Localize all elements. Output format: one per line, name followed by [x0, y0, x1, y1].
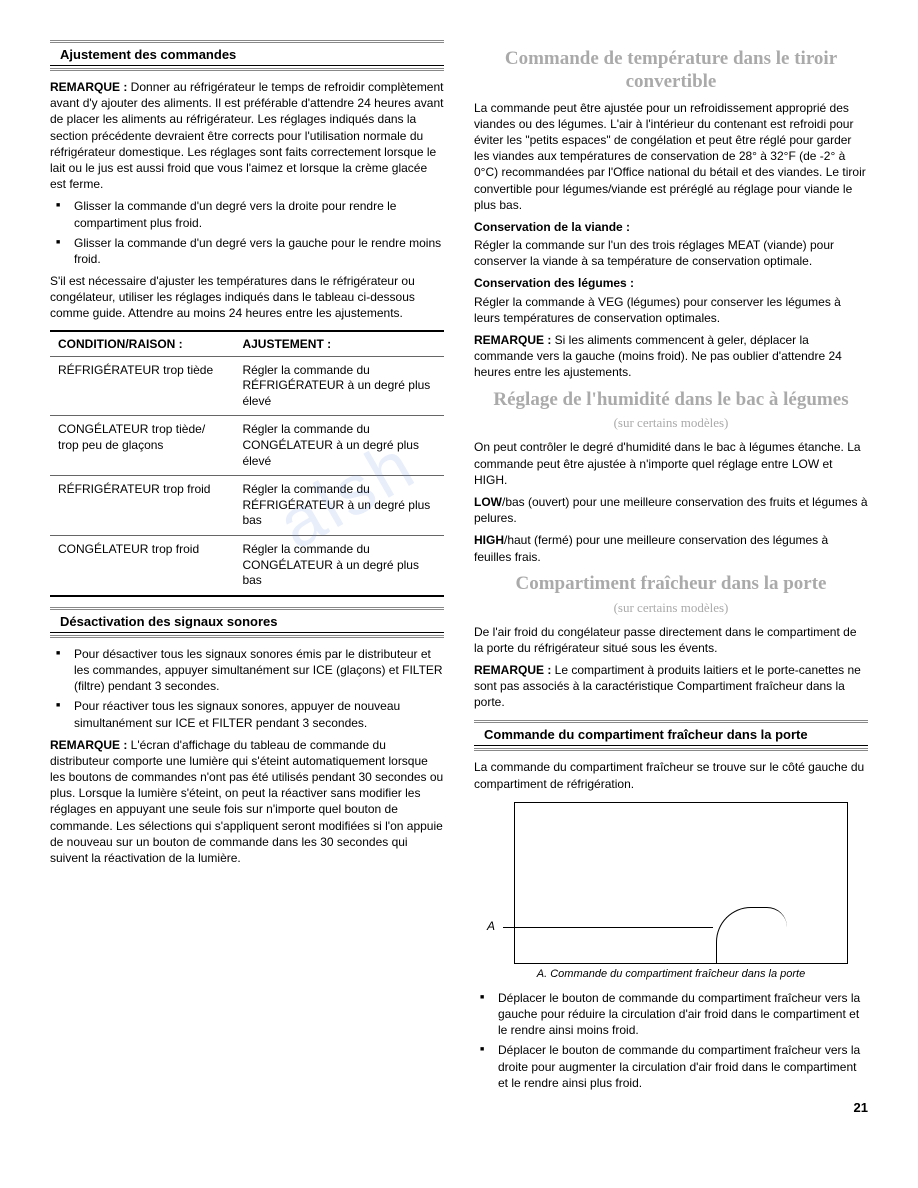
high-label: HIGH [474, 533, 504, 547]
sub-heading-meat: Conservation de la viande : [474, 219, 868, 235]
paragraph: La commande peut être ajustée pour un re… [474, 100, 868, 213]
big-heading-freshness: Compartiment fraîcheur dans la porte [474, 573, 868, 596]
remark-label: REMARQUE : [50, 738, 127, 752]
list-item: Pour réactiver tous les signaux sonores,… [50, 698, 444, 730]
paragraph-text: /bas (ouvert) pour une meilleure conserv… [474, 495, 868, 525]
low-label: LOW [474, 495, 502, 509]
page-number: 21 [854, 1100, 868, 1115]
section-heading-wrapper: Désactivation des signaux sonores [50, 607, 444, 638]
paragraph: LOW/bas (ouvert) pour une meilleure cons… [474, 494, 868, 526]
section-heading-wrapper: Commande du compartiment fraîcheur dans … [474, 720, 868, 751]
table-cell: Régler la commande du RÉFRIGÉRATEUR à un… [234, 476, 444, 536]
table-row: RÉFRIGÉRATEUR trop tiède Régler la comma… [50, 356, 444, 416]
table-header: AJUSTEMENT : [234, 331, 444, 357]
table-header: CONDITION/RAISON : [50, 331, 234, 357]
section-heading-wrapper: Ajustement des commandes [50, 40, 444, 71]
list-item: Glisser la commande d'un degré vers la d… [50, 198, 444, 230]
heading-sound-disable: Désactivation des signaux sonores [50, 612, 444, 633]
table-cell: Régler la commande du RÉFRIGÉRATEUR à un… [234, 356, 444, 416]
heading-door-control: Commande du compartiment fraîcheur dans … [474, 725, 868, 746]
right-column: Commande de température dans le tiroir c… [474, 40, 868, 1095]
list-item: Glisser la commande d'un degré vers la g… [50, 235, 444, 267]
paragraph: Régler la commande sur l'un des trois ré… [474, 237, 868, 269]
big-heading-temperature: Commande de température dans le tiroir c… [474, 48, 868, 94]
table-cell: RÉFRIGÉRATEUR trop froid [50, 476, 234, 536]
bullet-list: Pour désactiver tous les signaux sonores… [50, 646, 444, 731]
figure-caption: A. Commande du compartiment fraîcheur da… [474, 968, 868, 980]
bullet-list: Glisser la commande d'un degré vers la d… [50, 198, 444, 267]
heading-adjustments: Ajustement des commandes [50, 45, 444, 66]
table-row: RÉFRIGÉRATEUR trop froid Régler la comma… [50, 476, 444, 536]
big-heading-humidity: Réglage de l'humidité dans le bac à légu… [474, 389, 868, 412]
paragraph: REMARQUE : L'écran d'affichage du tablea… [50, 737, 444, 867]
table-cell: RÉFRIGÉRATEUR trop tiède [50, 356, 234, 416]
sub-heading-models: (sur certains modèles) [474, 600, 868, 616]
table-row: CONGÉLATEUR trop tiède/ trop peu de glaç… [50, 416, 444, 476]
remark-label: REMARQUE : [474, 663, 551, 677]
bullet-list: Déplacer le bouton de commande du compar… [474, 990, 868, 1091]
list-item: Pour désactiver tous les signaux sonores… [50, 646, 444, 695]
table-cell: Régler la commande du CONGÉLATEUR à un d… [234, 535, 444, 595]
sub-heading-vegetables: Conservation des légumes : [474, 275, 868, 291]
adjustment-table: CONDITION/RAISON : AJUSTEMENT : RÉFRIGÉR… [50, 330, 444, 597]
table-cell: CONGÉLATEUR trop tiède/ trop peu de glaç… [50, 416, 234, 476]
paragraph-text: L'écran d'affichage du tableau de comman… [50, 738, 443, 865]
paragraph: S'il est nécessaire d'ajuster les tempér… [50, 273, 444, 322]
list-item: Déplacer le bouton de commande du compar… [474, 990, 868, 1039]
table-cell: CONGÉLATEUR trop froid [50, 535, 234, 595]
table-row: CONGÉLATEUR trop froid Régler la command… [50, 535, 444, 595]
list-item: Déplacer le bouton de commande du compar… [474, 1042, 868, 1091]
sub-heading-models: (sur certains modèles) [474, 415, 868, 431]
paragraph: De l'air froid du congélateur passe dire… [474, 624, 868, 656]
figure-door-control: A [514, 802, 848, 964]
left-column: Ajustement des commandes REMARQUE : Donn… [50, 40, 444, 1095]
paragraph: HIGH/haut (fermé) pour une meilleure con… [474, 532, 868, 564]
remark-label: REMARQUE : [50, 80, 127, 94]
remark-label: REMARQUE : [474, 333, 551, 347]
figure-label-a: A [487, 919, 495, 933]
paragraph: REMARQUE : Le compartiment à produits la… [474, 662, 868, 711]
two-column-layout: Ajustement des commandes REMARQUE : Donn… [50, 40, 868, 1095]
paragraph-text: /haut (fermé) pour une meilleure conserv… [474, 533, 828, 563]
paragraph: On peut contrôler le degré d'humidité da… [474, 439, 868, 488]
figure-hand-icon [716, 907, 787, 963]
figure-pointer-line [503, 927, 713, 928]
paragraph: La commande du compartiment fraîcheur se… [474, 759, 868, 791]
table-cell: Régler la commande du CONGÉLATEUR à un d… [234, 416, 444, 476]
paragraph: REMARQUE : Si les aliments commencent à … [474, 332, 868, 381]
paragraph: REMARQUE : Donner au réfrigérateur le te… [50, 79, 444, 192]
paragraph: Régler la commande à VEG (légumes) pour … [474, 294, 868, 326]
paragraph-text: Donner au réfrigérateur le temps de refr… [50, 80, 444, 191]
